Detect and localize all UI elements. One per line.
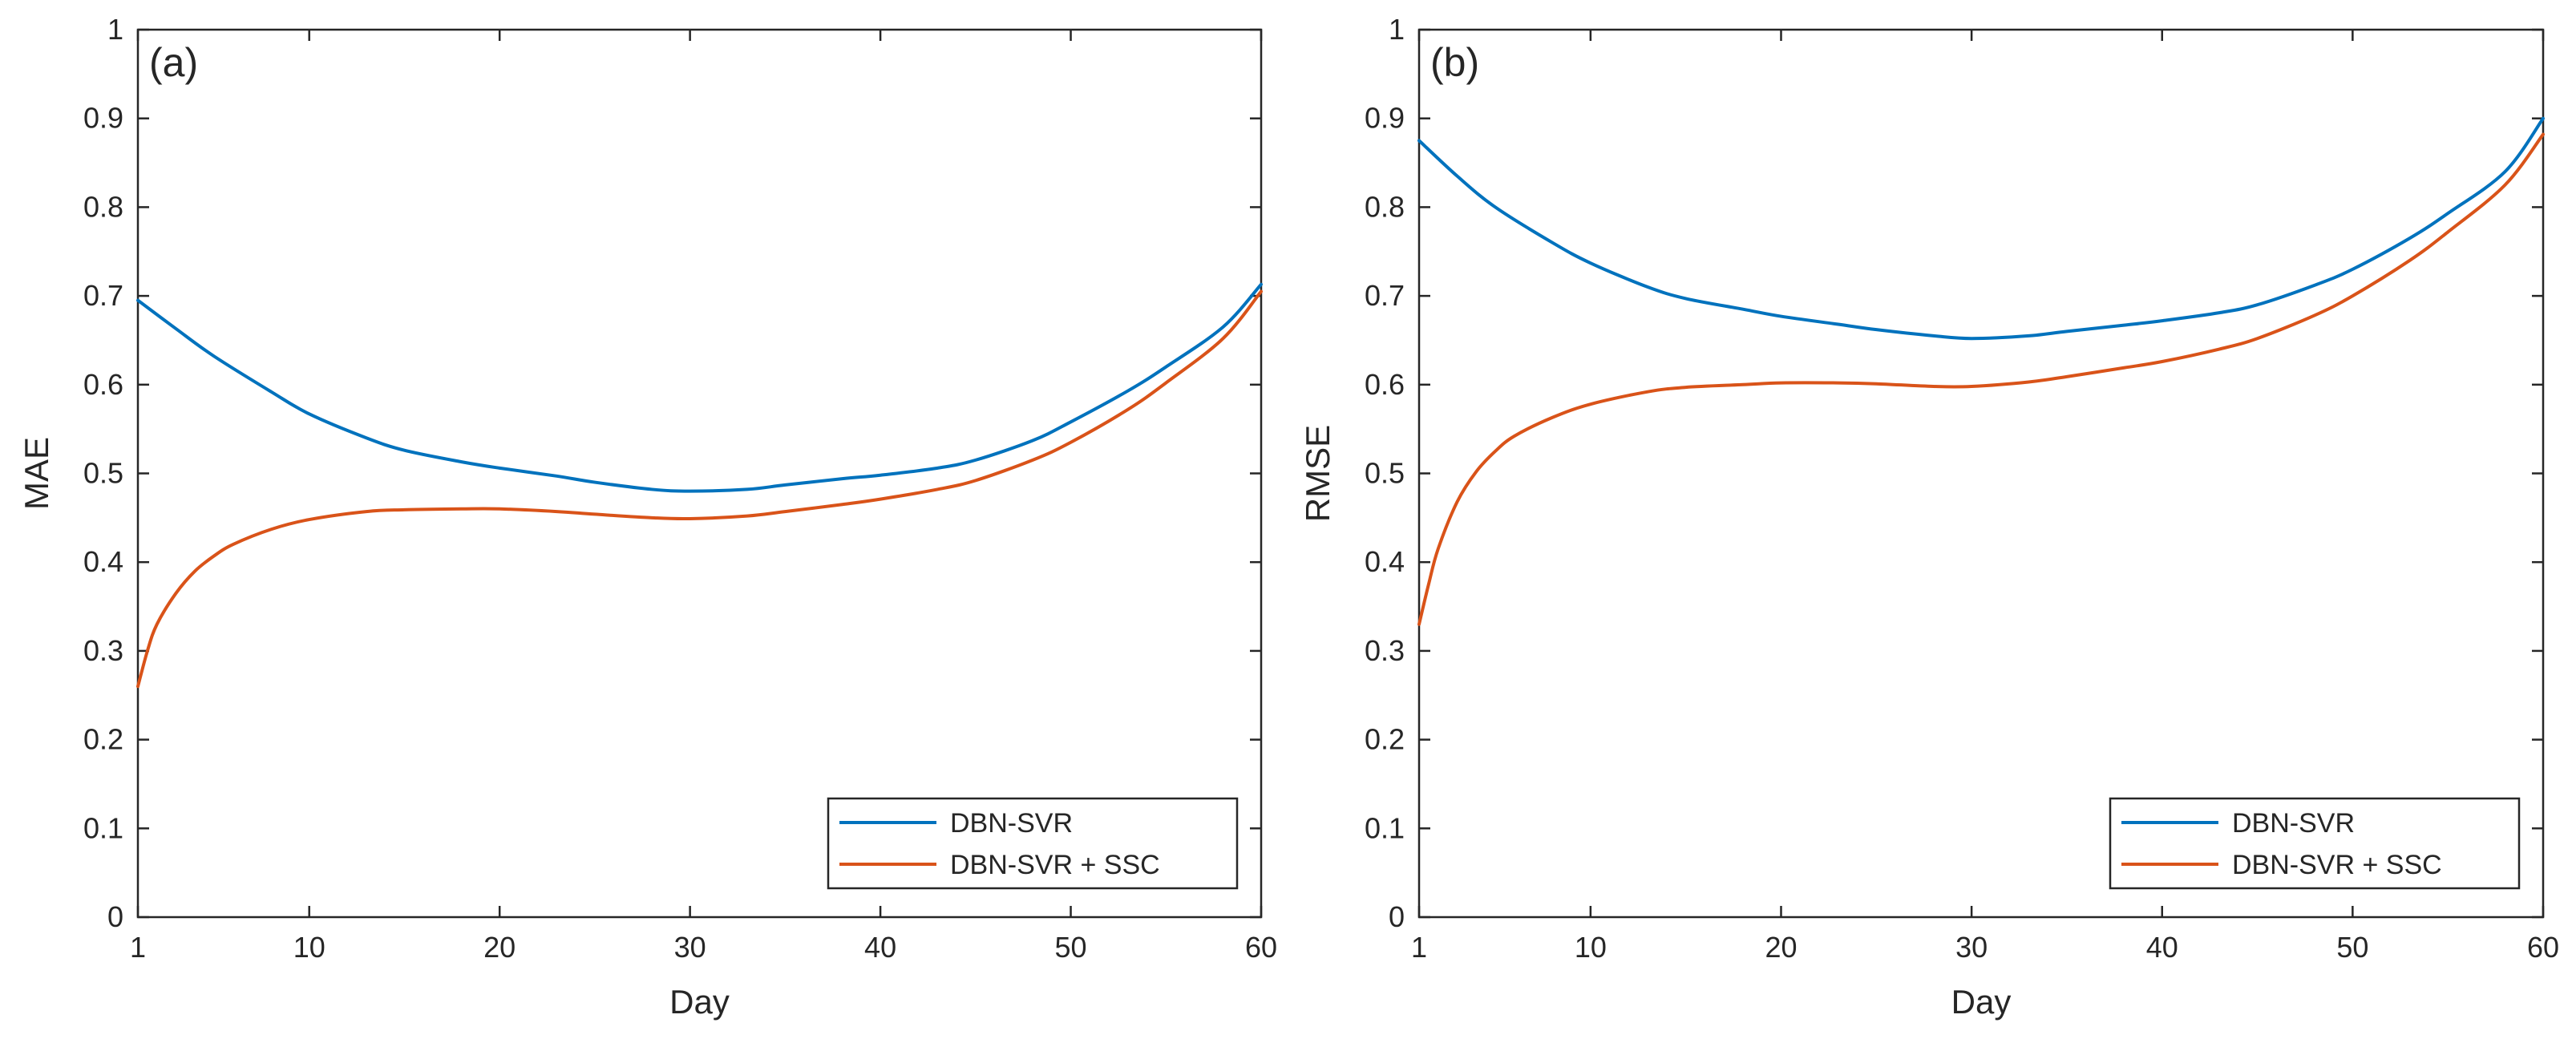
legend: DBN-SVR DBN-SVR + SSC [2109,797,2521,890]
legend-entry: DBN-SVR [950,808,1073,839]
y-tick-label: 0.8 [83,190,123,223]
x-tick-label: 1 [130,931,146,964]
x-tick-label: 40 [864,931,896,964]
panel-label: (b) [1430,40,1479,85]
plot-area [136,28,1263,919]
legend-entry: DBN-SVR + SSC [2232,850,2442,880]
y-tick-label: 0.3 [1365,634,1405,667]
x-tick-label: 60 [1245,931,1277,964]
y-axis-label: MAE [18,437,55,510]
y-tick-label: 0.2 [1365,723,1405,756]
y-tick-label: 0.4 [1365,545,1405,578]
x-tick-label: 1 [1411,931,1427,964]
series-line-dbn-svr-ssc [136,289,1263,689]
x-tick-label: 60 [2527,931,2559,964]
legend-box [2109,797,2521,890]
y-tick-label: 0.8 [1365,190,1405,223]
plot-area [1417,28,2545,919]
series-line-dbn-svr [136,282,1263,493]
y-tick-label: 1 [1389,13,1405,46]
y-tick-label: 0.1 [83,811,123,844]
x-axis-label: Day [669,983,730,1021]
y-tick-label: 1 [107,13,123,46]
x-tick-label: 50 [2336,931,2368,964]
x-tick-label: 10 [1575,931,1607,964]
x-tick-label: 50 [1055,931,1087,964]
x-tick-label: 40 [2146,931,2178,964]
x-tick-label: 10 [293,931,326,964]
legend: DBN-SVR DBN-SVR + SSC [827,797,1239,890]
y-tick-label: 0.2 [83,723,123,756]
y-tick-label: 0.7 [83,279,123,312]
y-tick-label: 0.4 [83,545,123,578]
y-tick-label: 0.7 [1365,279,1405,312]
y-tick-label: 0.6 [83,368,123,401]
series-line-dbn-svr [1417,116,2545,341]
chart-panel-2: 1 10 20 30 40 50 60 0 0.1 0.2 0.3 0.4 0.5 0.6 0.7 0.8 0.… [1299,13,2559,1021]
series-line-dbn-svr-ssc [1417,132,2545,626]
x-tick-label: 30 [674,931,706,964]
y-tick-label: 0.5 [1365,457,1405,490]
legend-box [827,797,1239,890]
y-tick-label: 0 [1389,900,1405,933]
x-tick-label: 20 [483,931,516,964]
y-tick-label: 0 [107,900,123,933]
legend-entry: DBN-SVR [2232,808,2355,839]
x-tick-label: 30 [1955,931,1988,964]
y-axis-label: RMSE [1299,425,1337,522]
y-tick-label: 0.1 [1365,811,1405,844]
x-tick-label: 20 [1765,931,1797,964]
y-tick-label: 0.3 [83,634,123,667]
y-tick-label: 0.5 [83,457,123,490]
y-tick-label: 0.9 [1365,102,1405,135]
y-tick-label: 0.6 [1365,368,1405,401]
legend-entry: DBN-SVR + SSC [950,850,1160,880]
chart-panel-1: 1 10 20 30 40 50 60 0 0.1 0.2 0.3 0.4 0.5 0.6 0.7 0.8 0.… [18,13,1277,1021]
panel-label: (a) [149,40,198,85]
y-tick-label: 0.9 [83,102,123,135]
x-axis-label: Day [1951,983,2012,1021]
